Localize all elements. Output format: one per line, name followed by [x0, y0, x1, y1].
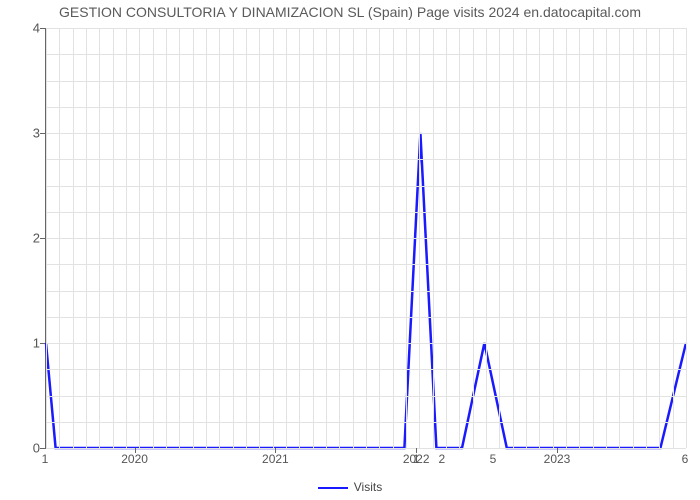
x-tick-mark	[275, 448, 276, 453]
x-extra-label: 1	[42, 452, 49, 466]
x-tick-label: 2021	[262, 452, 289, 466]
gridline-vertical	[99, 28, 100, 448]
gridline-vertical	[126, 28, 127, 448]
gridline-vertical	[139, 28, 140, 448]
gridline-vertical	[86, 28, 87, 448]
y-tick-label: 0	[10, 441, 40, 456]
y-tick-mark	[40, 448, 45, 449]
gridline-vertical	[379, 28, 380, 448]
gridline-vertical	[473, 28, 474, 448]
y-tick-label: 4	[10, 21, 40, 36]
gridline-vertical	[539, 28, 540, 448]
gridline-vertical	[299, 28, 300, 448]
gridline-vertical	[73, 28, 74, 448]
x-tick-label: 2023	[544, 452, 571, 466]
gridline-vertical	[433, 28, 434, 448]
y-tick-mark	[40, 133, 45, 134]
gridline-vertical	[673, 28, 674, 448]
gridline-vertical	[286, 28, 287, 448]
gridline-vertical	[606, 28, 607, 448]
y-tick-mark	[40, 28, 45, 29]
legend: Visits	[0, 480, 700, 494]
gridline-horizontal	[46, 448, 686, 449]
gridline-vertical	[486, 28, 487, 448]
gridline-vertical	[619, 28, 620, 448]
gridline-vertical	[59, 28, 60, 448]
gridline-vertical	[193, 28, 194, 448]
y-tick-mark	[40, 343, 45, 344]
gridline-vertical	[659, 28, 660, 448]
x-extra-label: 5	[490, 452, 497, 466]
gridline-vertical	[513, 28, 514, 448]
gridline-vertical	[579, 28, 580, 448]
gridline-vertical	[206, 28, 207, 448]
gridline-vertical	[366, 28, 367, 448]
gridline-vertical	[326, 28, 327, 448]
y-tick-label: 1	[10, 336, 40, 351]
legend-swatch	[318, 487, 348, 489]
gridline-vertical	[686, 28, 687, 448]
gridline-vertical	[246, 28, 247, 448]
chart-title: GESTION CONSULTORIA Y DINAMIZACION SL (S…	[0, 4, 700, 20]
x-tick-mark	[557, 448, 558, 453]
gridline-vertical	[633, 28, 634, 448]
gridline-vertical	[419, 28, 420, 448]
y-tick-label: 2	[10, 231, 40, 246]
gridline-vertical	[499, 28, 500, 448]
gridline-vertical	[526, 28, 527, 448]
gridline-vertical	[233, 28, 234, 448]
gridline-vertical	[353, 28, 354, 448]
gridline-vertical	[446, 28, 447, 448]
gridline-vertical	[219, 28, 220, 448]
chart-container: { "chart": { "type": "line", "title": "G…	[0, 0, 700, 500]
y-tick-mark	[40, 238, 45, 239]
gridline-vertical	[393, 28, 394, 448]
x-tick-label: 2020	[121, 452, 148, 466]
gridline-vertical	[273, 28, 274, 448]
x-extra-label: 2	[438, 452, 445, 466]
gridline-vertical	[153, 28, 154, 448]
gridline-vertical	[313, 28, 314, 448]
legend-label: Visits	[354, 480, 382, 494]
gridline-vertical	[339, 28, 340, 448]
plot-area	[45, 28, 686, 449]
gridline-vertical	[646, 28, 647, 448]
gridline-vertical	[259, 28, 260, 448]
gridline-vertical	[553, 28, 554, 448]
x-tick-mark	[135, 448, 136, 453]
gridline-vertical	[166, 28, 167, 448]
x-extra-label: 1	[413, 452, 420, 466]
y-tick-label: 3	[10, 126, 40, 141]
gridline-vertical	[566, 28, 567, 448]
gridline-vertical	[593, 28, 594, 448]
gridline-vertical	[113, 28, 114, 448]
gridline-vertical	[406, 28, 407, 448]
gridline-vertical	[179, 28, 180, 448]
x-extra-label: 6	[682, 452, 689, 466]
gridline-vertical	[46, 28, 47, 448]
gridline-vertical	[459, 28, 460, 448]
